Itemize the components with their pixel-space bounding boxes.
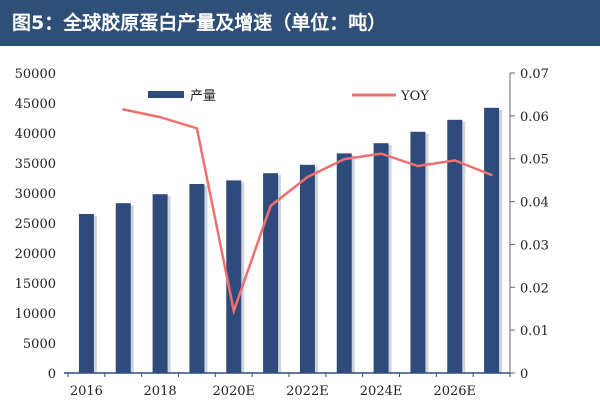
yoy-point bbox=[122, 108, 125, 111]
yoy-point bbox=[453, 159, 456, 162]
x-axis-tick-label: 2026E bbox=[433, 384, 476, 399]
bar bbox=[484, 107, 500, 374]
left-axis-tick-label: 40000 bbox=[15, 127, 56, 142]
right-axis-tick-label: 0.01 bbox=[520, 324, 549, 339]
x-axis-tick-label: 2018 bbox=[144, 384, 177, 399]
bar bbox=[410, 131, 426, 373]
right-axis-tick-label: 0.06 bbox=[520, 110, 549, 125]
left-axis-tick-label: 30000 bbox=[15, 187, 56, 202]
left-axis-tick-label: 10000 bbox=[15, 307, 56, 322]
bar bbox=[299, 164, 315, 373]
bar bbox=[263, 173, 279, 373]
right-axis-tick-label: 0.07 bbox=[520, 67, 549, 82]
legend-line-label: YOY bbox=[400, 89, 429, 104]
right-axis-tick-label: 0.04 bbox=[520, 196, 549, 211]
legend-bar-label: 产量 bbox=[190, 89, 216, 104]
left-axis-tick-label: 50000 bbox=[15, 67, 56, 82]
yoy-point bbox=[379, 152, 383, 155]
legend-bar-swatch bbox=[148, 91, 184, 98]
x-axis-tick-label: 2022E bbox=[286, 384, 329, 399]
bar bbox=[226, 180, 242, 373]
left-axis-tick-label: 0 bbox=[48, 367, 56, 382]
yoy-point bbox=[158, 115, 162, 119]
left-axis-tick-label: 20000 bbox=[15, 247, 56, 262]
left-axis-tick-label: 35000 bbox=[15, 157, 56, 172]
left-axis-tick-label: 5000 bbox=[23, 337, 56, 352]
left-axis-tick-label: 25000 bbox=[15, 217, 56, 232]
chart-title: 图5：全球胶原蛋白产量及增速（单位：吨） bbox=[0, 0, 600, 46]
yoy-point bbox=[416, 164, 420, 168]
x-axis-tick-label: 2024E bbox=[360, 384, 403, 399]
bar bbox=[447, 119, 463, 373]
right-axis-tick-label: 0 bbox=[520, 367, 528, 382]
yoy-point bbox=[269, 204, 272, 208]
x-axis-tick-label: 2020E bbox=[212, 384, 255, 399]
x-axis-tick-label: 2016 bbox=[70, 384, 103, 399]
bar bbox=[189, 184, 205, 373]
bar bbox=[336, 153, 352, 373]
yoy-point bbox=[195, 127, 199, 130]
right-axis-tick-label: 0.02 bbox=[520, 281, 549, 296]
left-axis-tick-label: 45000 bbox=[15, 97, 56, 112]
bar bbox=[373, 143, 389, 373]
left-axis-tick-label: 15000 bbox=[15, 277, 56, 292]
yoy-point bbox=[343, 157, 346, 161]
yoy-point bbox=[490, 173, 493, 177]
right-axis-tick-label: 0.05 bbox=[520, 153, 549, 168]
bar bbox=[152, 194, 168, 373]
yoy-point bbox=[306, 175, 309, 179]
bar bbox=[78, 214, 94, 373]
yoy-point bbox=[232, 309, 235, 313]
right-axis-tick-label: 0.03 bbox=[520, 238, 549, 253]
bar bbox=[115, 203, 131, 373]
